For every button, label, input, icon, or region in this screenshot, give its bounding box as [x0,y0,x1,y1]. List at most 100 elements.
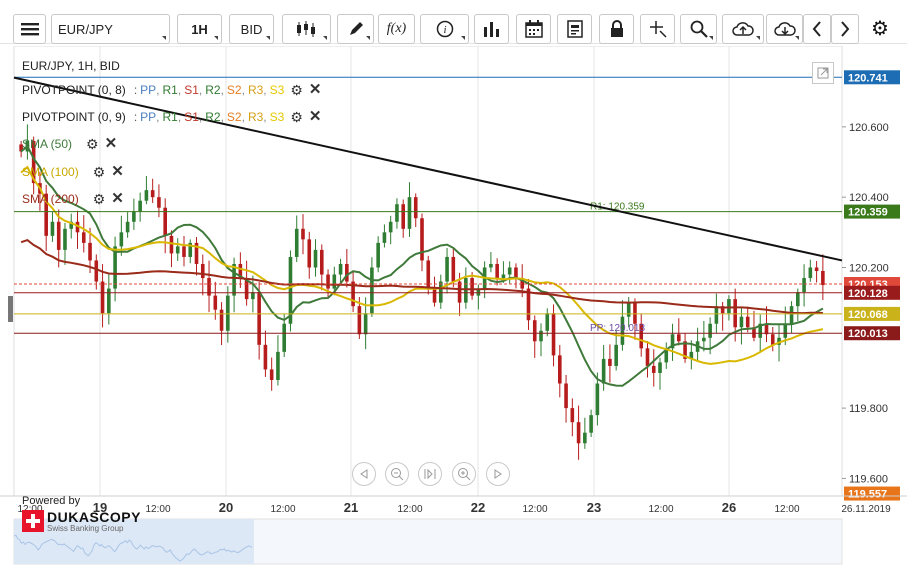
candle-down [169,235,174,254]
candle-down [150,190,155,198]
price-badge-last-visible [844,70,900,85]
crosshair-button[interactable] [640,14,675,44]
zoom-icon [690,20,708,38]
trendline [13,76,843,262]
candle-down [677,334,681,342]
upload-button[interactable] [722,14,764,44]
indicators-button[interactable]: f(x) [378,14,415,44]
pan-left-button[interactable] [352,462,376,486]
info-button[interactable]: i [420,14,469,44]
scroll-right-button[interactable] [831,14,859,44]
candle-up [125,221,130,233]
lock-button[interactable] [599,14,634,44]
chevron-left-icon [812,21,821,37]
timeframe-select[interactable]: 1H [177,14,222,44]
volume-button[interactable] [474,14,509,44]
candle-down [733,299,737,328]
candle-up [507,267,512,275]
candle-down [182,246,186,257]
candle-down [557,355,562,384]
zoom-out-button[interactable] [385,462,409,486]
x-tick-label: 12:00 [648,504,673,515]
download-button[interactable] [766,14,803,44]
candle-down [81,232,86,243]
zoom-in-button[interactable] [452,462,476,486]
menu-button[interactable] [13,14,46,44]
pivot2-legend: PIVOTPOINT (0, 9) : PP, R1, S1, R2, S2, … [22,108,322,125]
sma100-line [20,165,824,365]
lock-icon [610,20,623,37]
candle-down [752,327,756,338]
sma200-settings-icon[interactable]: ⚙ [92,191,106,207]
x-tick-label: 22 [471,500,485,515]
candle-up [382,232,387,243]
settings-button[interactable]: ⚙ [866,14,894,44]
candle-up [614,344,618,366]
pivot1-pp: PP [140,83,157,97]
pivot2-close-icon[interactable]: ✕ [308,108,322,125]
candle-down [263,344,268,370]
candle-down [720,306,725,314]
pivot1-colon: : [133,83,138,97]
chart-title-legend: EUR/JPY, 1H, BID [22,59,120,73]
zoom-button[interactable] [680,14,717,44]
candle-down [326,274,330,289]
candle-down [532,320,537,342]
candle-up [132,211,136,222]
chart-area[interactable]: R1: 120.359 PP: 120.013 120.600 120.400 120.… [0,46,907,571]
candle-up [670,334,675,349]
sma50-close-icon[interactable]: ✕ [104,135,118,152]
pivot1-label: PIVOTPOINT (0, 8) [22,83,126,97]
sma100-settings-icon[interactable]: ⚙ [92,164,106,180]
price-badge-r1 [844,204,900,219]
zoom-in-icon [458,468,471,481]
candle-up [69,221,74,229]
price-badge-text: 119.557 [848,489,887,501]
candle-up [802,278,806,293]
symbol-select[interactable]: EUR/JPY [51,14,170,44]
level-label-r1: R1: 120.359 [590,202,645,213]
pivot1-close-icon[interactable]: ✕ [308,81,322,98]
candle-up [63,228,67,250]
swiss-cross-icon [22,510,44,532]
candle-down [651,365,656,373]
sma50-settings-icon[interactable]: ⚙ [86,136,99,152]
pivot1-settings-icon[interactable]: ⚙ [290,82,303,98]
candle-up [739,316,744,328]
calendar-button[interactable] [516,14,551,44]
side-select[interactable]: BID [229,14,274,44]
fullscreen-button[interactable] [812,62,834,84]
symbol-label: EUR/JPY [58,21,113,37]
candle-down [19,144,23,152]
report-button[interactable] [557,14,592,44]
candle-up [501,274,506,279]
candle-up [276,351,280,380]
chart-title: EUR/JPY, 1H, BID [22,59,120,73]
y-tick-label: 120.400 [849,192,889,204]
candle-down [319,249,324,275]
candle-up [338,263,343,275]
candle-down [814,267,819,271]
candle-down [100,281,105,314]
reset-view-button[interactable] [418,462,442,486]
candle-down [269,369,274,380]
candle-up [464,278,468,303]
candle-up [708,323,712,338]
pivot2-s1: S1 [184,110,199,124]
candle-up [796,292,800,307]
candle-up [727,299,731,314]
x-tick-label: 12:00 [17,504,42,515]
scroll-left-button[interactable] [803,14,831,44]
candle-down [764,323,769,335]
pivot1-s1: S1 [184,83,199,97]
drawing-button[interactable] [337,14,374,44]
pan-right-button[interactable] [486,462,510,486]
price-chart[interactable]: R1: 120.359 PP: 120.013 120.600 120.400 120.… [0,46,907,571]
navigator-line [13,534,253,562]
chart-type-button[interactable] [282,14,331,44]
sma200-close-icon[interactable]: ✕ [111,190,124,207]
x-tick-label: 12:00 [397,504,422,515]
sma100-close-icon[interactable]: ✕ [111,163,124,180]
candle-down [31,140,36,184]
pivot2-settings-icon[interactable]: ⚙ [290,109,303,125]
